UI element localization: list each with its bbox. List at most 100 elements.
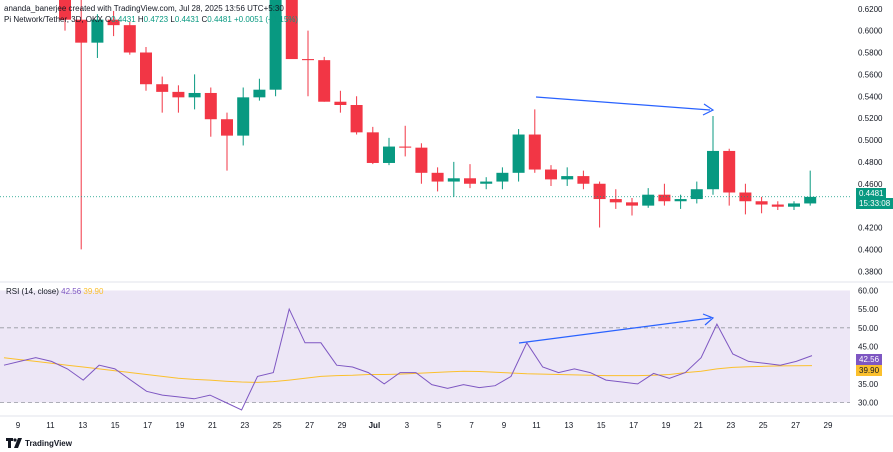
candle-body	[188, 92, 201, 98]
candle-body	[739, 192, 752, 202]
time-axis-label: 21	[694, 421, 703, 430]
candle-body	[674, 199, 687, 202]
ohlc-high-value: 0.4723	[143, 15, 169, 24]
rsi-trend-arrowhead	[702, 313, 715, 326]
time-axis-label: 13	[78, 421, 87, 430]
ohlc-change: +0.0051 (+1.15%)	[234, 15, 299, 24]
rsi-legend-ma-value: 39.90	[83, 287, 104, 296]
time-axis-label: 25	[759, 421, 768, 430]
candle-body	[512, 134, 525, 173]
rsi-legend-value: 42.56	[61, 287, 82, 296]
price-trend-arrowhead	[702, 103, 715, 116]
candle-body	[593, 183, 606, 200]
time-axis-label: Jul	[369, 421, 381, 430]
candle-body	[383, 146, 395, 163]
rsi-legend: RSI (14, close) 42.56 39.90	[6, 287, 103, 296]
time-axis-label: 27	[305, 421, 314, 430]
candle-body	[172, 91, 185, 98]
candle-body	[221, 119, 233, 136]
ohlc-close-label: C	[201, 15, 208, 24]
candle-body	[269, 0, 282, 90]
rsi-axis-label: 50.00	[858, 324, 879, 333]
candle-body	[59, 0, 71, 20]
price-axis-label: 0.6000	[858, 27, 883, 36]
time-axis-label: 27	[791, 421, 800, 430]
candle-body	[366, 132, 379, 163]
candle-body	[237, 97, 250, 136]
candle-body	[253, 89, 266, 98]
candle-body	[755, 201, 768, 205]
ohlc-open-label: O	[104, 15, 112, 24]
candle-body	[658, 194, 671, 202]
candle-body	[707, 150, 719, 190]
time-axis-label: 15	[597, 421, 606, 430]
rsi-legend-name[interactable]: RSI (14, close)	[6, 287, 59, 296]
rsi-trend-arrow	[518, 317, 712, 344]
candle-body	[464, 178, 476, 184]
tradingview-logo-text: TradingView	[25, 438, 72, 448]
candle-body	[204, 92, 217, 120]
candle-body	[334, 101, 347, 105]
candle-body	[447, 178, 460, 182]
candle-body	[107, 19, 120, 26]
candle-body	[771, 204, 784, 207]
price-axis-label: 0.4800	[858, 158, 883, 167]
ohlc-legend: Pi Network/Tether, 3D, OKX O0.4431 H0.47…	[4, 15, 298, 24]
time-axis-label: 7	[469, 421, 474, 430]
candle-body	[561, 176, 574, 180]
rsi-axis-label: 55.00	[858, 305, 879, 314]
candle-body	[415, 147, 428, 173]
ohlc-high-label: H	[137, 15, 144, 24]
price-axis-label: 0.4600	[858, 180, 883, 189]
candle-body	[123, 25, 136, 53]
price-axis-label: 0.5200	[858, 114, 883, 123]
author-caption: ananda_banerjee created with TradingView…	[4, 4, 284, 13]
candle-body	[302, 59, 314, 61]
candle-body	[626, 202, 638, 206]
candle-body	[609, 199, 622, 203]
time-axis-label: 5	[437, 421, 442, 430]
candle-body	[528, 134, 541, 170]
candle-body	[545, 169, 557, 180]
time-axis-label: 19	[176, 421, 185, 430]
price-axis-label: 0.5000	[858, 136, 883, 145]
time-axis-label: 29	[338, 421, 347, 430]
time-axis-label: 17	[143, 421, 152, 430]
candle-body	[91, 19, 104, 43]
time-axis-label: 19	[662, 421, 671, 430]
ohlc-low-value: 0.4431	[174, 15, 200, 24]
symbol-name[interactable]: Pi Network/Tether, 3D, OKX	[4, 15, 103, 24]
candle-body	[318, 60, 331, 102]
tradingview-logo: TradingView	[6, 438, 72, 448]
candle-body	[496, 172, 509, 182]
candle-body	[480, 181, 493, 184]
ohlc-close-value: 0.4481	[207, 15, 232, 24]
candle-body	[350, 105, 363, 133]
price-axis-label: 0.5600	[858, 70, 883, 79]
price-axis-label: 0.3800	[858, 267, 883, 276]
price-axis-label: 0.4000	[858, 245, 883, 254]
time-axis-label: 23	[240, 421, 249, 430]
candle-body	[140, 52, 152, 85]
rsi-ma-tag: 39.90	[856, 365, 883, 376]
candle-body	[75, 19, 88, 43]
tradingview-logo-icon	[6, 438, 22, 448]
rsi-band	[0, 290, 850, 403]
time-axis-label: 3	[405, 421, 410, 430]
time-axis-label: 17	[629, 421, 638, 430]
candle-body	[431, 172, 444, 182]
time-axis-label: 29	[824, 421, 833, 430]
rsi-axis-label: 60.00	[858, 286, 879, 295]
time-axis-label: 9	[16, 421, 21, 430]
rsi-ma-line	[3, 357, 813, 383]
candle-body	[690, 189, 703, 200]
ohlc-open-value: 0.4431	[111, 15, 136, 24]
candle-body	[723, 150, 736, 193]
time-axis-label: 11	[46, 421, 55, 430]
candle-body	[399, 146, 412, 148]
candle-body	[804, 196, 817, 204]
price-trend-arrow	[535, 96, 711, 111]
rsi-axis-label: 35.00	[858, 380, 879, 389]
rsi-line	[3, 307, 813, 411]
